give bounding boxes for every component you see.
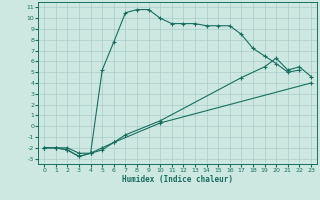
X-axis label: Humidex (Indice chaleur): Humidex (Indice chaleur): [122, 175, 233, 184]
